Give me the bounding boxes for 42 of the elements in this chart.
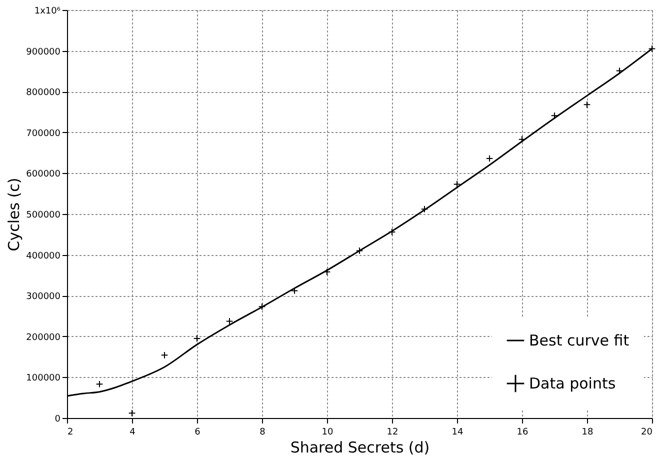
x-tick-label: 20 xyxy=(641,428,653,438)
point xyxy=(550,112,558,120)
y-tick-label: 0 xyxy=(54,414,61,424)
y-tick-label: 300000 xyxy=(26,292,61,302)
y-tick-label: 200000 xyxy=(26,332,61,343)
x-tick-label: 2 xyxy=(68,428,74,438)
x-tick-label: 18 xyxy=(582,428,594,438)
point xyxy=(388,228,396,236)
point xyxy=(420,205,428,213)
point xyxy=(356,247,364,254)
legend-label: Best curve fit xyxy=(529,332,630,350)
x-tick-label: 14 xyxy=(452,428,464,438)
point xyxy=(226,318,234,325)
point xyxy=(160,352,168,359)
point xyxy=(453,180,461,188)
y-tick-label: 1x10⁶ xyxy=(34,6,61,16)
y-tick-label: 900000 xyxy=(26,47,61,58)
y-tick-label: 100000 xyxy=(26,374,61,384)
x-axis-title: Shared Secrets (d) xyxy=(290,438,430,456)
x-tick-label: 4 xyxy=(130,428,136,438)
point xyxy=(648,45,656,52)
point xyxy=(96,380,104,388)
x-tick-label: 10 xyxy=(322,428,334,438)
point xyxy=(258,302,266,310)
point xyxy=(323,268,331,276)
y-tick-label: 600000 xyxy=(26,170,61,180)
y-tick-label: 400000 xyxy=(26,251,61,262)
y-axis-title: Cycles (c) xyxy=(5,178,24,252)
point xyxy=(616,67,624,74)
x-tick-label: 16 xyxy=(516,428,528,438)
point xyxy=(290,287,298,294)
x-tick-label: 12 xyxy=(386,428,398,438)
y-tick-label: 500000 xyxy=(26,210,61,220)
point xyxy=(193,334,201,342)
point xyxy=(583,100,591,108)
y-tick-label: 700000 xyxy=(26,128,61,139)
legend-label: Data points xyxy=(529,374,616,392)
x-tick-label: 8 xyxy=(260,428,266,438)
x-tick-label: 6 xyxy=(194,428,201,438)
y-tick-label: 800000 xyxy=(26,88,61,98)
point xyxy=(518,136,526,143)
point xyxy=(486,154,494,162)
